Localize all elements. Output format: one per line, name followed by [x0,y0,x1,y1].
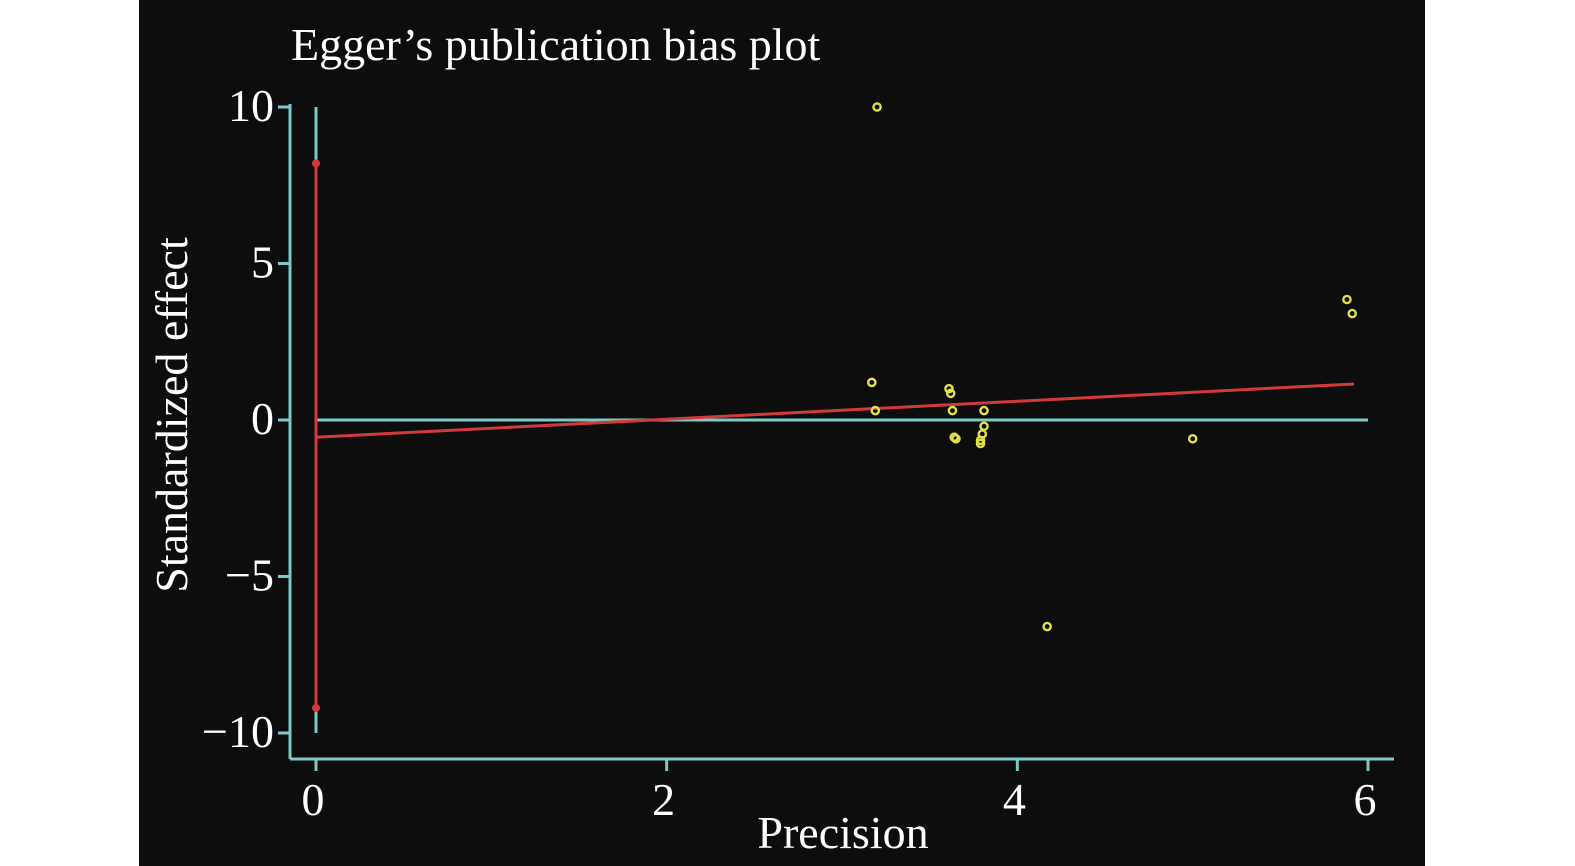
scatter-point [945,388,956,399]
x-ticks: 0 2 4 6 [302,759,1377,825]
intercept-confidence-interval [312,159,320,712]
x-tick-label: 6 [1354,774,1377,825]
scatter-point [1042,621,1052,632]
y-ticks: 10 5 0 −5 −10 [202,80,290,757]
scatter-point [979,405,989,416]
scatter-point [975,438,986,449]
x-tick-label: 4 [1003,774,1026,825]
scatter-point [1347,308,1358,319]
x-tick-label: 0 [302,774,325,825]
scatter-point [944,383,954,394]
plot-background [139,0,1425,866]
y-tick-label: −5 [225,550,274,601]
y-axis-label: Standardized effect [146,237,197,593]
scatter-point [870,405,881,416]
x-tick-label: 2 [652,774,675,825]
regression-line [315,382,1355,439]
regression-line-group [315,382,1355,439]
x-axis-label: Precision [757,807,928,858]
scatter-point [951,433,961,444]
scatter-point [979,421,989,432]
chart-title: Egger’s publication bias plot [291,19,821,70]
scatter-point [1187,433,1198,444]
ci-lower-marker [312,703,320,712]
scatter-point [872,102,882,112]
scatter-point [867,377,877,388]
scatter-point [1342,294,1352,305]
y-tick-label: 0 [251,393,274,444]
ci-upper-marker [312,159,320,168]
y-tick-label: 5 [251,237,274,288]
y-tick-label: 10 [228,80,274,131]
data-points [867,102,1358,632]
y-tick-label: −10 [202,706,274,757]
scatter-point [947,405,958,416]
